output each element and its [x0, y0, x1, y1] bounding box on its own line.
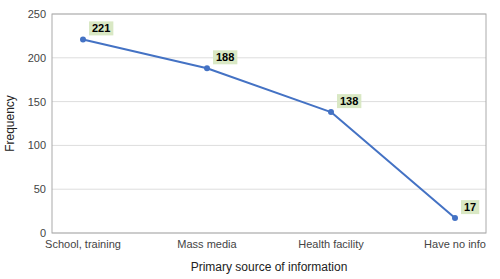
- data-label-box: [89, 21, 113, 35]
- data-label-box: [461, 200, 479, 214]
- data-label: 138: [340, 95, 358, 107]
- data-label: 221: [92, 22, 110, 34]
- data-point: [204, 65, 210, 71]
- y-tick-label: 150: [28, 96, 46, 108]
- data-label-box: [213, 50, 237, 64]
- y-grid: [52, 14, 486, 233]
- x-tick-label: Mass media: [177, 238, 237, 250]
- data-label: 188: [216, 51, 234, 63]
- y-tick-label: 100: [28, 139, 46, 151]
- data-label: 17: [464, 201, 476, 213]
- y-tick-label: 50: [34, 183, 46, 195]
- data-point: [80, 36, 86, 42]
- x-axis-label: Primary source of information: [191, 260, 348, 274]
- grid-line: [52, 101, 486, 102]
- chart: 050100150200250School, trainingMass medi…: [0, 0, 500, 279]
- y-tick-label: 200: [28, 52, 46, 64]
- data-line: [83, 39, 455, 218]
- grid-line: [52, 57, 486, 58]
- chart-container: 050100150200250School, trainingMass medi…: [0, 0, 500, 279]
- x-tick-label: School, training: [45, 238, 121, 250]
- plot-frame: [52, 14, 486, 233]
- x-tick-label: Health facility: [298, 238, 364, 250]
- y-axis-label: Frequency: [3, 95, 17, 152]
- data-labels: 221 188 138 17: [89, 21, 479, 214]
- data-point: [328, 109, 334, 115]
- data-label-box: [337, 94, 361, 108]
- grid-line: [52, 145, 486, 146]
- data-point: [452, 215, 458, 221]
- x-tick-label: Have no info: [424, 238, 486, 250]
- data-group: [80, 36, 458, 221]
- y-tick-label: 250: [28, 8, 46, 20]
